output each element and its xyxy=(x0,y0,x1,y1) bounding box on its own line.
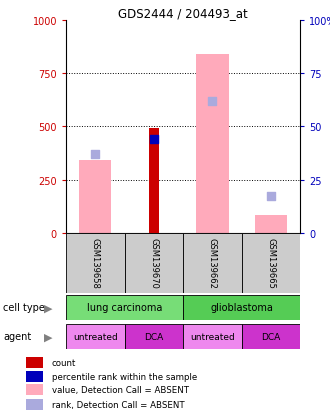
Bar xyxy=(66,324,124,349)
Text: count: count xyxy=(52,358,76,368)
Point xyxy=(93,151,98,158)
Bar xyxy=(242,324,300,349)
Text: agent: agent xyxy=(3,332,32,342)
Text: ▶: ▶ xyxy=(44,303,52,313)
Title: GDS2444 / 204493_at: GDS2444 / 204493_at xyxy=(118,7,248,19)
Text: GSM139662: GSM139662 xyxy=(208,238,217,289)
Point xyxy=(210,98,215,105)
Text: DCA: DCA xyxy=(261,332,280,341)
Bar xyxy=(66,295,183,320)
Text: percentile rank within the sample: percentile rank within the sample xyxy=(52,372,197,381)
Text: GSM139665: GSM139665 xyxy=(267,238,276,289)
Bar xyxy=(26,384,43,395)
Bar xyxy=(196,55,229,233)
Bar xyxy=(255,215,287,233)
Bar xyxy=(183,233,242,293)
Bar xyxy=(26,371,43,382)
Bar xyxy=(79,161,112,233)
Text: ▶: ▶ xyxy=(44,332,52,342)
Bar xyxy=(183,295,300,320)
Text: GSM139670: GSM139670 xyxy=(149,238,158,289)
Bar xyxy=(66,233,124,293)
Text: GSM139658: GSM139658 xyxy=(91,238,100,289)
Text: cell type: cell type xyxy=(3,303,45,313)
Bar xyxy=(148,129,159,233)
Text: value, Detection Call = ABSENT: value, Detection Call = ABSENT xyxy=(52,385,189,394)
Bar xyxy=(124,324,183,349)
Text: glioblastoma: glioblastoma xyxy=(210,303,273,313)
Text: rank, Detection Call = ABSENT: rank, Detection Call = ABSENT xyxy=(52,400,184,409)
Bar xyxy=(124,233,183,293)
Text: untreated: untreated xyxy=(73,332,118,341)
Text: untreated: untreated xyxy=(190,332,235,341)
Point xyxy=(268,193,274,199)
Text: lung carcinoma: lung carcinoma xyxy=(87,303,162,313)
Bar xyxy=(26,399,43,410)
Point xyxy=(151,136,156,143)
Bar xyxy=(183,324,242,349)
Text: DCA: DCA xyxy=(144,332,163,341)
Bar xyxy=(26,357,43,368)
Bar xyxy=(242,233,300,293)
